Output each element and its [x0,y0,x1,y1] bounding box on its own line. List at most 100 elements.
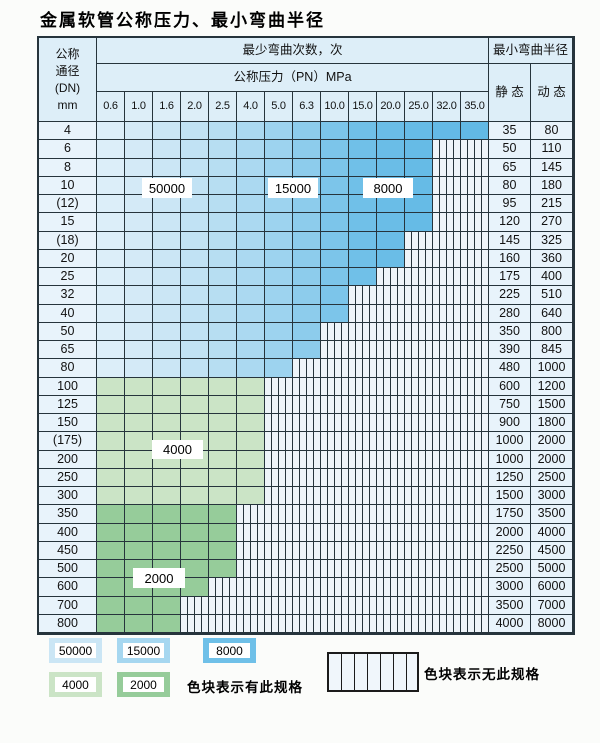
spec-cell [349,213,377,232]
spec-cell [153,249,181,268]
dynamic-radius-cell: 1500 [531,395,573,414]
spec-cell [181,195,209,214]
spec-cell [293,450,321,469]
dn-cell: 8 [39,158,97,177]
spec-cell [405,578,433,597]
spec-cell [293,341,321,360]
spec-cell [349,432,377,451]
spec-cell [293,213,321,232]
dn-cell: 6 [39,140,97,159]
spec-cell [237,560,265,579]
static-radius-cell: 2250 [489,541,531,560]
dynamic-radius-cell: 270 [531,213,573,232]
dynamic-radius-cell: 800 [531,322,573,341]
spec-cell [461,377,489,396]
spec-cell [321,304,349,323]
spec-cell [97,213,125,232]
spec-cell [349,541,377,560]
spec-cell [181,249,209,268]
spec-cell [181,560,209,579]
dynamic-radius-cell: 110 [531,140,573,159]
spec-cell [349,122,377,141]
dn-cell: 32 [39,286,97,305]
spec-cell [433,596,461,615]
spec-cell [321,596,349,615]
spec-cell [265,377,293,396]
static-radius-cell: 3000 [489,578,531,597]
dynamic-radius-cell: 7000 [531,596,573,615]
spec-cell [349,286,377,305]
spec-cell [97,541,125,560]
spec-cell [461,213,489,232]
spec-cell [265,231,293,250]
spec-cell [321,195,349,214]
spec-cell [125,304,153,323]
spec-cell [209,468,237,487]
spec-cell [97,140,125,159]
spec-cell [461,140,489,159]
spec-cell [293,414,321,433]
spec-cell [153,359,181,378]
spec-cell [97,377,125,396]
spec-cell [237,468,265,487]
spec-cell [209,140,237,159]
spec-cell [349,596,377,615]
spec-cell [461,158,489,177]
header-pn-1.0: 1.0 [125,92,153,122]
spec-cell [293,560,321,579]
spec-cell [125,231,153,250]
header-pn-2.0: 2.0 [181,92,209,122]
spec-cell [461,614,489,633]
spec-cell [125,450,153,469]
spec-cell [349,231,377,250]
spec-cell [293,505,321,524]
static-radius-cell: 3500 [489,596,531,615]
spec-cell [461,268,489,287]
spec-cell [125,286,153,305]
spec-cell [349,249,377,268]
dn-cell: 100 [39,377,97,396]
spec-cell [237,578,265,597]
dn-cell: 450 [39,541,97,560]
spec-cell [209,286,237,305]
header-pn-6.3: 6.3 [293,92,321,122]
spec-cell [181,578,209,597]
spec-cell [97,560,125,579]
spec-cell [433,487,461,506]
spec-cell [321,468,349,487]
spec-cell [293,578,321,597]
spec-cell [377,614,405,633]
spec-cell [265,158,293,177]
spec-cell [209,176,237,195]
legend-swatch-2000: 2000 [117,672,170,697]
spec-cell [321,140,349,159]
spec-cell [293,359,321,378]
spec-cell [349,523,377,542]
spec-cell [405,322,433,341]
header-pn-0.6: 0.6 [97,92,125,122]
header-pn-20.0: 20.0 [377,92,405,122]
spec-cell [349,304,377,323]
header-dn-line: (DN) [54,81,81,95]
legend-swatch-label: 15000 [123,643,164,658]
dynamic-radius-cell: 2000 [531,432,573,451]
dn-cell: 65 [39,341,97,360]
legend-swatch-8000: 8000 [203,638,256,663]
spec-cell [405,304,433,323]
static-radius-cell: 2500 [489,560,531,579]
dn-cell: 20 [39,249,97,268]
spec-cell [97,450,125,469]
dn-cell: (175) [39,432,97,451]
static-radius-cell: 280 [489,304,531,323]
spec-cell [461,231,489,250]
spec-cell [181,359,209,378]
spec-cell [321,122,349,141]
spec-cell [293,432,321,451]
spec-cell [461,487,489,506]
spec-cell [377,377,405,396]
spec-cell [293,596,321,615]
spec-cell [321,560,349,579]
spec-cell [97,505,125,524]
spec-cell [349,505,377,524]
dn-cell: 150 [39,414,97,433]
